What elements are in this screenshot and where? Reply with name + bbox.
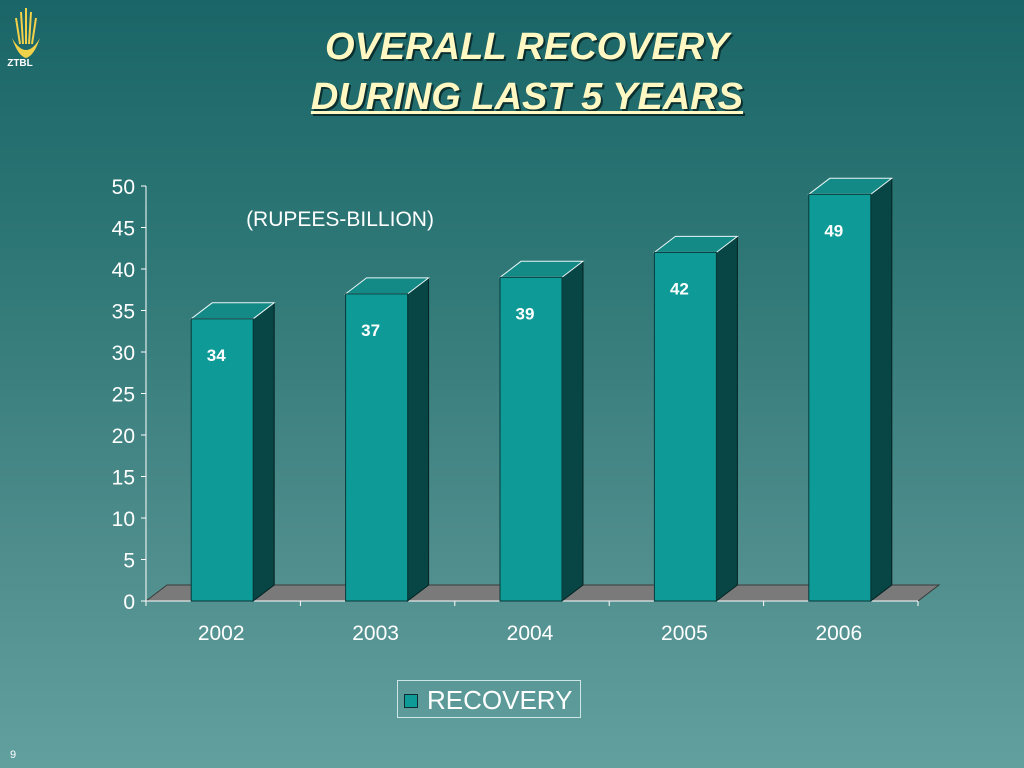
x-tick-label: 2002 xyxy=(198,622,245,645)
x-tick-label: 2006 xyxy=(815,622,862,645)
bar-side xyxy=(407,276,430,603)
title-line-2: DURING LAST 5 YEARS xyxy=(310,76,744,118)
y-tick-label: 45 xyxy=(112,218,135,241)
y-tick-label: 0 xyxy=(123,591,135,614)
y-tick-label: 25 xyxy=(112,384,135,407)
data-label: 37 xyxy=(361,321,380,340)
x-tick-label: 2003 xyxy=(352,622,399,645)
bar xyxy=(345,293,409,602)
bar xyxy=(653,251,717,602)
bar xyxy=(499,276,563,602)
y-tick-label: 40 xyxy=(112,259,135,282)
bar-side xyxy=(561,260,584,603)
y-tick-label: 10 xyxy=(112,508,135,531)
data-label: 39 xyxy=(516,304,535,323)
y-tick-label: 5 xyxy=(123,550,135,573)
y-tick-label: 30 xyxy=(112,342,135,365)
bar xyxy=(808,193,872,602)
x-tick-label: 2005 xyxy=(661,622,708,645)
bar xyxy=(190,318,254,602)
unit-annotation: (RUPEES-BILLION) xyxy=(246,208,434,231)
chart-legend: RECOVERY xyxy=(397,680,581,718)
page-title: OVERALL RECOVERY DURING LAST 5 YEARS xyxy=(0,22,1024,122)
title-line-1: OVERALL RECOVERY xyxy=(324,26,729,68)
legend-label: RECOVERY xyxy=(427,685,573,715)
data-label: 34 xyxy=(207,346,226,365)
legend-swatch xyxy=(404,694,418,708)
y-tick-label: 35 xyxy=(112,301,135,324)
data-label: 42 xyxy=(670,279,689,298)
data-label: 49 xyxy=(824,221,843,240)
bar-side xyxy=(252,301,275,603)
logo-text: ZTBL xyxy=(7,58,33,69)
y-tick-label: 20 xyxy=(112,425,135,448)
bar-side xyxy=(715,235,738,603)
page-number: 9 xyxy=(10,749,17,761)
ztbl-logo-icon xyxy=(12,8,40,58)
y-tick-label: 50 xyxy=(112,176,135,199)
x-tick-label: 2004 xyxy=(507,622,554,645)
y-tick-label: 15 xyxy=(112,467,135,490)
bar-side xyxy=(870,177,893,603)
